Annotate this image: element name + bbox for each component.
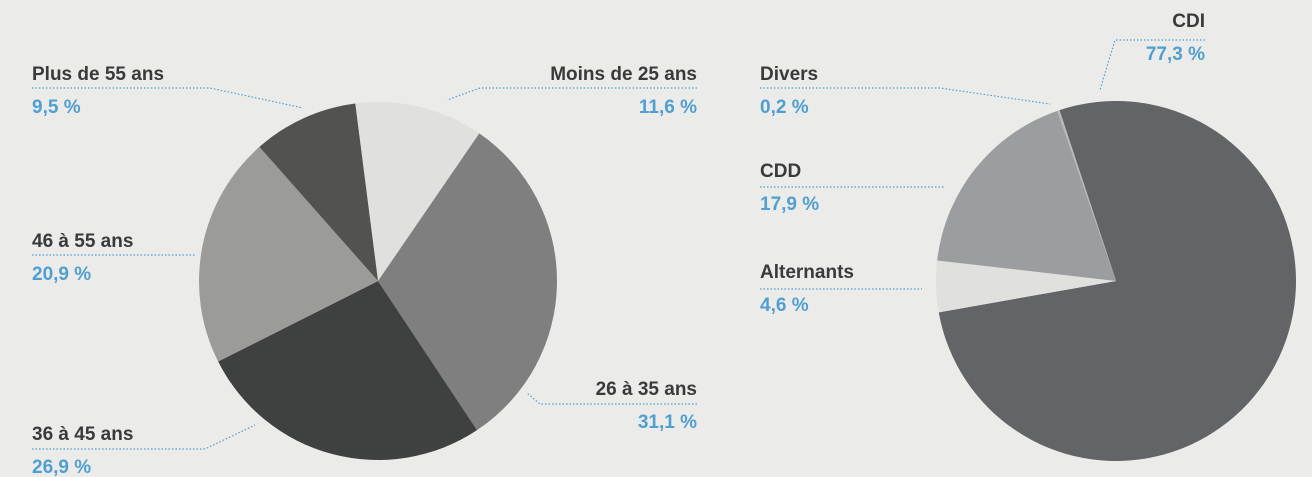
slice-value: 17,9 % <box>760 194 819 215</box>
pie-slice <box>218 281 478 460</box>
leader-line <box>32 424 256 450</box>
leader-line <box>446 87 697 101</box>
leader-line <box>760 87 1051 105</box>
slice-label: 26 à 35 ans <box>596 379 697 400</box>
slice-label: Plus de 55 ans <box>32 64 164 85</box>
slice-label: CDD <box>760 161 801 182</box>
pie-slice <box>937 110 1116 282</box>
leader-line <box>526 392 697 405</box>
slice-value: 31,1 % <box>638 412 697 433</box>
pie-slice <box>259 103 378 281</box>
slice-value: 20,9 % <box>32 264 91 285</box>
pie-slice <box>355 102 480 281</box>
slice-value: 0,2 % <box>760 97 809 118</box>
slice-label: 36 à 45 ans <box>32 424 133 445</box>
slice-label: Divers <box>760 64 818 85</box>
slice-value: 26,9 % <box>32 457 91 477</box>
pie-slice <box>199 146 378 362</box>
slice-label: CDI <box>1172 11 1205 32</box>
slice-label: 46 à 55 ans <box>32 231 133 252</box>
pie-slice <box>1057 110 1116 281</box>
slice-label: Moins de 25 ans <box>550 64 697 85</box>
pie-slice <box>936 260 1116 313</box>
slice-value: 9,5 % <box>32 97 81 118</box>
slice-value: 77,3 % <box>1146 44 1205 65</box>
slice-value: 4,6 % <box>760 295 809 316</box>
pie-slice <box>378 133 557 431</box>
slice-value: 11,6 % <box>639 97 697 118</box>
pie-slice <box>938 100 1297 462</box>
slice-label: Alternants <box>760 262 854 283</box>
